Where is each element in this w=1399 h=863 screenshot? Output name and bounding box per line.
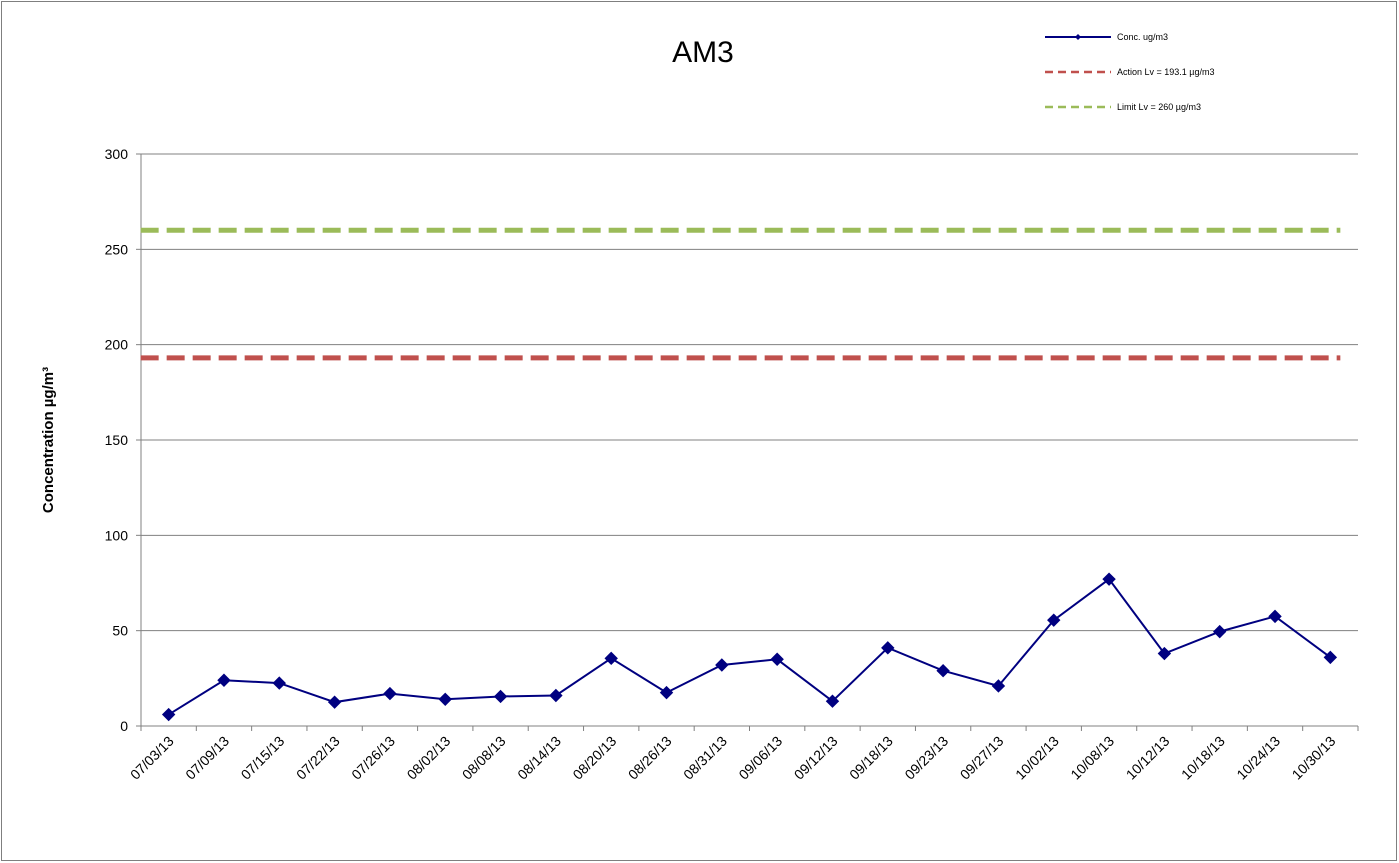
y-tick-label: 0 bbox=[120, 718, 128, 734]
legend: Conc. ug/m3 Action Lv = 193.1 µg/m3 Limit … bbox=[1045, 32, 1215, 112]
y-tick-label: 250 bbox=[105, 241, 129, 257]
data-point bbox=[715, 658, 729, 672]
series-0 bbox=[161, 572, 1338, 722]
x-tick-label: 07/09/13 bbox=[182, 733, 232, 783]
data-point bbox=[383, 686, 397, 701]
data-point bbox=[549, 688, 563, 703]
chart-title: AM3 bbox=[672, 36, 734, 69]
gridlines bbox=[136, 153, 1359, 731]
x-tick-label: 09/23/13 bbox=[901, 733, 951, 783]
x-tick-label: 09/18/13 bbox=[846, 733, 896, 783]
series-layer bbox=[140, 227, 1341, 722]
data-point bbox=[881, 641, 895, 655]
data-point bbox=[1047, 613, 1061, 627]
x-tick-label: 07/03/13 bbox=[127, 733, 177, 783]
x-tick-label: 07/15/13 bbox=[238, 733, 288, 783]
y-tick-label: 100 bbox=[105, 527, 129, 543]
data-point bbox=[272, 676, 287, 690]
data-point bbox=[161, 707, 176, 722]
x-tick-label: 09/27/13 bbox=[957, 733, 1007, 783]
x-tick-label: 10/08/13 bbox=[1067, 733, 1117, 783]
y-tick-label: 150 bbox=[105, 432, 129, 448]
x-tick-label: 10/02/13 bbox=[1012, 733, 1062, 783]
series-line bbox=[168, 577, 1331, 716]
legend-item: Conc. ug/m3 bbox=[1045, 32, 1168, 42]
y-tick-labels: 0 50 100 150 200 250 300 bbox=[105, 146, 129, 734]
x-tick-labels: 07/03/13 07/09/13 07/15/13 07/22/13 07/26/13… bbox=[127, 733, 1339, 783]
data-point bbox=[936, 663, 950, 678]
y-tick-label: 300 bbox=[105, 146, 129, 162]
x-tick-label: 07/26/13 bbox=[348, 733, 398, 783]
data-point bbox=[217, 673, 231, 687]
x-tick-label: 10/24/13 bbox=[1233, 733, 1283, 783]
data-point bbox=[1102, 572, 1116, 586]
x-tick-label: 10/18/13 bbox=[1178, 733, 1228, 783]
data-point bbox=[438, 692, 452, 707]
y-tick-label: 50 bbox=[112, 623, 128, 639]
x-tick-label: 09/12/13 bbox=[791, 733, 841, 783]
x-tick-label: 08/20/13 bbox=[569, 733, 619, 783]
x-tick-label: 08/26/13 bbox=[625, 733, 675, 783]
data-point bbox=[493, 689, 508, 704]
data-point bbox=[1268, 609, 1282, 624]
x-tick-label: 10/12/13 bbox=[1123, 733, 1173, 783]
x-tick-label: 07/22/13 bbox=[293, 733, 343, 783]
legend-item: Limit Lv = 260 µg/m3 bbox=[1045, 102, 1201, 112]
legend-label: Limit Lv = 260 µg/m3 bbox=[1117, 102, 1201, 112]
y-tick-label: 200 bbox=[105, 337, 129, 353]
x-tick-label: 09/06/13 bbox=[735, 733, 785, 783]
y-axis-label: Concentration µg/m³ bbox=[40, 367, 57, 513]
data-point bbox=[604, 651, 618, 666]
x-tick-label: 08/31/13 bbox=[680, 733, 730, 783]
legend-label: Conc. ug/m3 bbox=[1117, 32, 1168, 42]
x-tick-label: 08/08/13 bbox=[459, 733, 509, 783]
legend-marker bbox=[1075, 34, 1081, 40]
legend-label: Action Lv = 193.1 µg/m3 bbox=[1117, 67, 1215, 77]
data-point bbox=[1212, 624, 1227, 639]
data-point bbox=[825, 694, 840, 708]
x-tick-label: 10/30/13 bbox=[1289, 733, 1339, 783]
data-point bbox=[770, 652, 784, 666]
x-tick-label: 08/02/13 bbox=[404, 733, 454, 783]
data-point bbox=[991, 679, 1006, 693]
data-point bbox=[1157, 646, 1172, 661]
x-tick-label: 08/14/13 bbox=[514, 733, 564, 783]
legend-item: Action Lv = 193.1 µg/m3 bbox=[1045, 67, 1215, 77]
data-point bbox=[1323, 650, 1338, 665]
data-point bbox=[659, 685, 674, 700]
data-point bbox=[327, 695, 342, 709]
